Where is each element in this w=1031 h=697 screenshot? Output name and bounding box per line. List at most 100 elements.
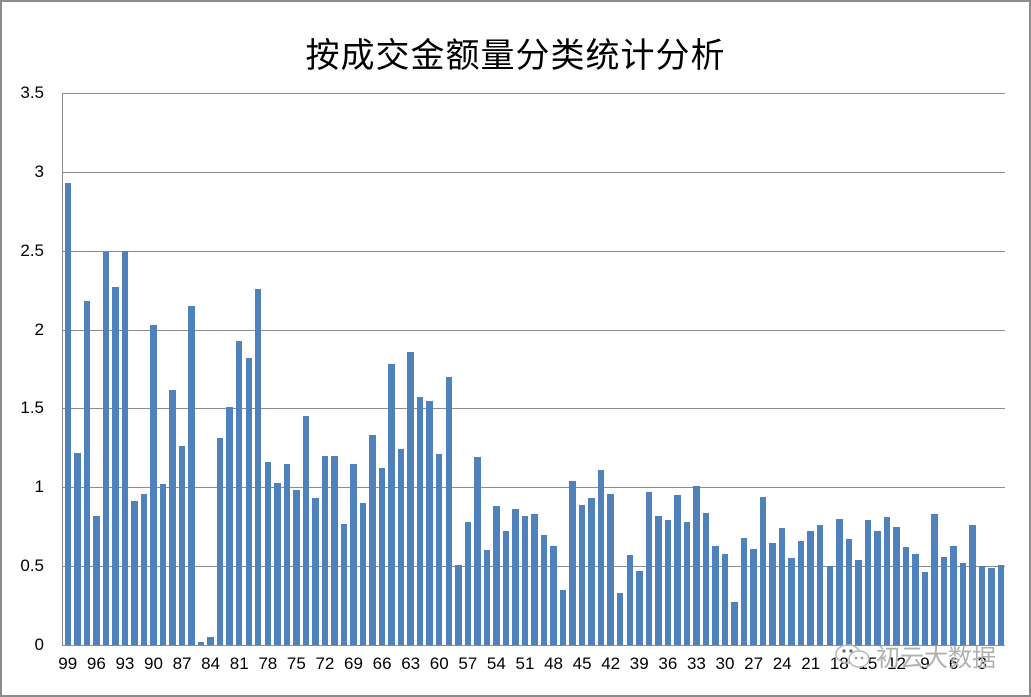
- bar-59: [445, 376, 452, 645]
- x-tick-label: 42: [601, 654, 621, 673]
- x-tick-label: 12: [886, 654, 906, 673]
- bar-93: [121, 250, 129, 645]
- y-tick-label: 3.5: [20, 83, 44, 102]
- x-tick-label: 96: [86, 654, 106, 673]
- bar-28: [740, 537, 748, 645]
- bar-74: [302, 416, 310, 645]
- bar-38: [645, 492, 653, 645]
- bar-44: [588, 498, 595, 645]
- gridline: [62, 408, 1005, 410]
- gridline: [62, 171, 1005, 173]
- bar-81: [235, 340, 243, 645]
- bar-4: [969, 525, 976, 645]
- bar-97: [83, 301, 91, 645]
- x-tick-label: 60: [429, 654, 449, 673]
- y-tick-label: 0: [34, 635, 44, 654]
- bar-6: [950, 545, 957, 645]
- bar-78: [264, 462, 272, 645]
- bar-87: [178, 446, 186, 645]
- bar-14: [874, 531, 881, 645]
- bar-52: [512, 509, 519, 645]
- bar-31: [712, 545, 719, 645]
- x-tick-label: 39: [629, 654, 649, 673]
- bar-15: [864, 520, 872, 645]
- bar-51: [521, 515, 529, 645]
- x-tick-label: 3: [977, 654, 987, 673]
- bar-91: [140, 493, 148, 645]
- bar-66: [378, 468, 386, 645]
- bar-41: [616, 592, 624, 645]
- bar-27: [750, 548, 757, 645]
- bar-68: [359, 503, 367, 645]
- bar-57: [464, 521, 472, 645]
- bar-56: [474, 457, 481, 645]
- x-tick-label: 54: [486, 654, 506, 673]
- gridline: [62, 487, 1005, 489]
- bar-75: [293, 490, 300, 645]
- bar-61: [426, 400, 433, 645]
- bar-99: [64, 182, 71, 645]
- bar-92: [131, 501, 138, 645]
- x-tick-label: 69: [344, 654, 363, 673]
- y-tick-label: 0.5: [20, 556, 44, 576]
- y-tick-label: 2: [34, 319, 44, 339]
- x-tick-label: 36: [658, 654, 678, 673]
- bar-30: [721, 553, 729, 645]
- bar-88: [169, 389, 176, 645]
- bar-98: [74, 452, 81, 645]
- bar-11: [902, 547, 910, 645]
- y-tick-label: 1: [34, 477, 44, 497]
- x-tick-label: 9: [920, 654, 930, 673]
- y-tick-label: 1.5: [20, 398, 44, 418]
- bar-2: [988, 567, 995, 645]
- x-tick-label: 6: [948, 654, 959, 673]
- x-tick-label: 48: [544, 654, 564, 673]
- plot-area: [62, 93, 1005, 646]
- bar-79: [255, 288, 262, 645]
- bar-43: [597, 469, 605, 645]
- x-tick-label: 78: [258, 654, 278, 673]
- bar-20: [817, 525, 824, 645]
- bar-22: [797, 540, 805, 645]
- bar-18: [836, 518, 843, 645]
- x-tick-label: 87: [172, 654, 192, 673]
- y-tick-label: 3: [34, 161, 44, 181]
- watermark: 初云大数据: [834, 638, 996, 673]
- bar-32: [702, 512, 710, 645]
- bar-37: [655, 515, 662, 645]
- bar-26: [759, 496, 767, 645]
- x-tick-label: 24: [772, 654, 792, 673]
- bar-83: [216, 438, 224, 645]
- gridline: [62, 645, 1005, 646]
- x-tick-label: 30: [715, 654, 735, 673]
- bar-17: [845, 539, 853, 645]
- x-tick-label: 99: [58, 654, 78, 673]
- bar-47: [559, 589, 567, 645]
- bar-69: [350, 463, 357, 645]
- bar-76: [283, 463, 291, 645]
- bar-89: [159, 484, 167, 645]
- x-tick-label: 81: [229, 654, 249, 673]
- bar-82: [226, 406, 233, 645]
- bar-63: [407, 351, 414, 645]
- bar-67: [369, 435, 376, 645]
- y-tick-label: 2.5: [20, 240, 44, 260]
- x-tick-label: 21: [801, 654, 821, 673]
- bar-39: [636, 570, 643, 645]
- x-tick-label: 27: [744, 654, 764, 673]
- bar-33: [693, 485, 700, 645]
- bar-34: [683, 521, 691, 645]
- bar-90: [150, 324, 157, 645]
- bar-21: [807, 531, 814, 645]
- bar-23: [788, 558, 795, 645]
- x-tick-label: 72: [315, 654, 335, 673]
- bar-65: [388, 364, 395, 645]
- bar-55: [483, 550, 491, 645]
- x-tick-label: 90: [144, 654, 163, 673]
- bar-62: [416, 397, 424, 645]
- bar-9: [921, 572, 929, 645]
- x-tick-label: 84: [201, 654, 221, 673]
- bar-85: [197, 641, 205, 645]
- x-tick-label: 18: [829, 654, 849, 673]
